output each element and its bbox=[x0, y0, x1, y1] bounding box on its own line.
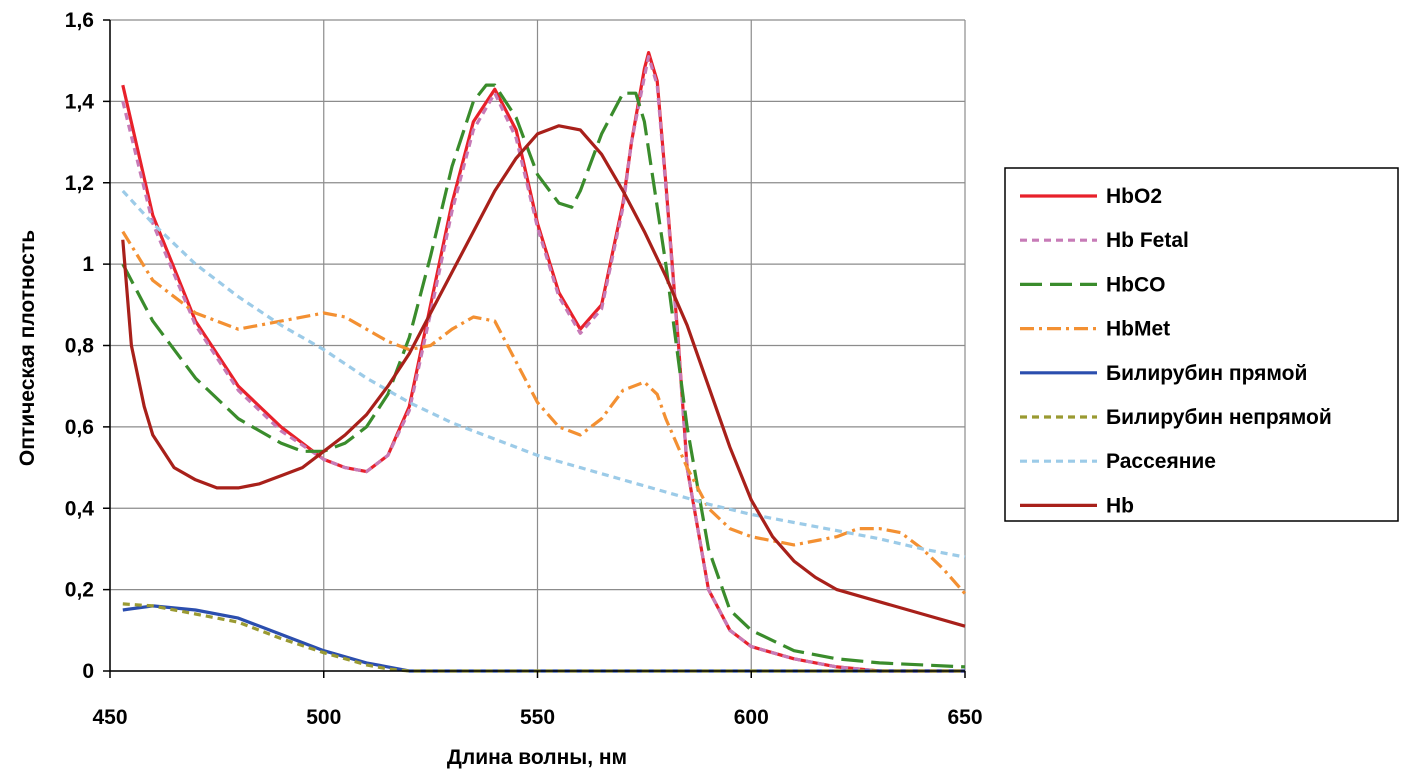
series-line-2 bbox=[121, 83, 966, 669]
series-lines bbox=[121, 50, 967, 673]
series-line-1 bbox=[121, 54, 965, 673]
x-tick-label-0: 450 bbox=[92, 706, 127, 729]
series-line-4 bbox=[122, 604, 965, 673]
legend-label-3: HbMet bbox=[1106, 318, 1170, 341]
series-line-6 bbox=[121, 189, 966, 559]
y-tick-label-4: 0,8 bbox=[65, 335, 95, 358]
y-axis-title: Оптическая плотность bbox=[16, 230, 39, 466]
legend-label-7: Hb bbox=[1106, 494, 1134, 517]
legend-label-5: Билирубин непрямой bbox=[1106, 406, 1332, 429]
y-tick-label-7: 1,4 bbox=[65, 90, 95, 113]
x-tick-label-1: 500 bbox=[306, 706, 341, 729]
x-axis-title: Длина волны, нм bbox=[447, 746, 627, 769]
y-tick-label-1: 0,2 bbox=[65, 579, 94, 602]
x-tick-label-2: 550 bbox=[520, 706, 555, 729]
series-line-7 bbox=[121, 124, 966, 628]
y-tick-label-5: 1 bbox=[82, 253, 94, 276]
legend-label-4: Билирубин прямой bbox=[1106, 362, 1307, 385]
axes bbox=[103, 19, 966, 678]
y-tick-label-0: 0 bbox=[82, 660, 94, 683]
y-tick-label-3: 0,6 bbox=[65, 416, 94, 439]
x-tick-label-3: 600 bbox=[734, 706, 769, 729]
legend: HbO2 Hb Fetal HbCO HbMet Билирубин прямой Бил… bbox=[1004, 167, 1399, 522]
grid bbox=[109, 19, 966, 672]
y-tick-label-6: 1,2 bbox=[65, 172, 94, 195]
series-line-5 bbox=[122, 602, 965, 673]
legend-label-6: Рассеяние bbox=[1106, 450, 1216, 473]
legend-label-1: Hb Fetal bbox=[1106, 229, 1189, 252]
legend-label-0: HbO2 bbox=[1106, 185, 1162, 208]
y-tick-label-2: 0,4 bbox=[65, 497, 95, 520]
x-tick-label-4: 650 bbox=[947, 706, 982, 729]
legend-label-2: HbCO bbox=[1106, 273, 1166, 296]
y-tick-label-8: 1,6 bbox=[65, 9, 94, 32]
tick-labels: 0 0,2 0,4 0,6 0,8 1 1,2 1,4 1,6 450 500 550 600 650 bbox=[65, 9, 983, 729]
series-line-3 bbox=[121, 230, 967, 595]
series-line-0 bbox=[121, 50, 965, 673]
